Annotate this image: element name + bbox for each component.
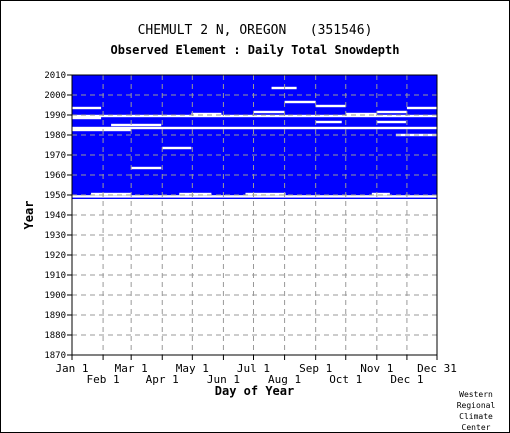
missing-data-span xyxy=(191,112,222,116)
x-tick-label: Mar 1 xyxy=(115,362,148,375)
y-tick-label: 1880 xyxy=(44,331,66,341)
missing-data-span xyxy=(253,110,285,114)
x-tick-label: Sep 1 xyxy=(299,362,332,375)
credit-line: Center xyxy=(461,423,491,432)
y-tick-label: 1960 xyxy=(44,171,66,181)
missing-data-span xyxy=(345,112,377,116)
y-tick-label: 1950 xyxy=(44,191,66,201)
missing-data-span xyxy=(271,86,297,90)
x-tick-label: Oct 1 xyxy=(329,373,362,386)
missing-data-span xyxy=(111,123,162,127)
credit-line: Regional xyxy=(456,401,496,410)
x-tick-label: Dec 31 xyxy=(417,362,457,375)
x-tick-label: Jun 1 xyxy=(207,373,240,386)
y-tick-label: 1930 xyxy=(44,231,66,241)
y-tick-label: 1990 xyxy=(44,111,66,121)
missing-data-span xyxy=(72,195,437,198)
observed-data-band xyxy=(72,75,437,199)
missing-data-span xyxy=(376,120,406,124)
missing-data-span xyxy=(131,166,162,170)
x-tick-label: Dec 1 xyxy=(390,373,423,386)
missing-data-span xyxy=(179,192,212,196)
missing-data-span xyxy=(284,100,316,104)
x-tick-label: Jul 1 xyxy=(237,362,270,375)
y-tick-label: 1920 xyxy=(44,251,66,261)
y-tick-label: 2000 xyxy=(44,91,66,101)
missing-data-span xyxy=(72,106,102,110)
missing-data-span xyxy=(72,126,437,130)
missing-data-span xyxy=(371,192,390,196)
x-tick-label: Apr 1 xyxy=(146,373,179,386)
missing-data-span xyxy=(245,192,286,196)
chart-subtitle: Observed Element : Daily Total Snowdepth xyxy=(110,43,400,57)
x-tick-label: Feb 1 xyxy=(87,373,120,386)
y-tick-label: 1940 xyxy=(44,211,66,221)
y-axis-title: Year xyxy=(22,201,36,230)
chart-title: CHEMULT 2 N, OREGON (351546) xyxy=(137,23,373,38)
missing-data-span xyxy=(315,120,342,124)
y-tick-label: 1910 xyxy=(44,271,66,281)
y-tick-label: 1870 xyxy=(44,351,66,361)
missing-data-span xyxy=(376,110,407,114)
y-tick-label: 1980 xyxy=(44,131,66,141)
missing-data-span xyxy=(162,146,192,150)
credit-line: Western xyxy=(459,390,493,399)
y-tick-label: 1890 xyxy=(44,311,66,321)
missing-data-span xyxy=(72,114,437,118)
x-tick-label: May 1 xyxy=(176,362,209,375)
source-credit: Western Regional Climate Center xyxy=(452,389,500,433)
missing-data-span xyxy=(315,104,346,108)
missing-data-span xyxy=(91,192,132,196)
missing-data-span xyxy=(72,128,132,132)
missing-data-span xyxy=(72,116,102,120)
y-tick-label: 1970 xyxy=(44,151,66,161)
x-axis-title: Day of Year xyxy=(215,384,294,398)
y-tick-label: 1900 xyxy=(44,291,66,301)
x-tick-label: Aug 1 xyxy=(268,373,301,386)
credit-line: Climate xyxy=(459,412,493,421)
x-tick-label: Nov 1 xyxy=(360,362,393,375)
x-tick-label: Jan 1 xyxy=(55,362,88,375)
missing-data-span xyxy=(406,106,437,110)
y-tick-label: 2010 xyxy=(44,71,66,81)
